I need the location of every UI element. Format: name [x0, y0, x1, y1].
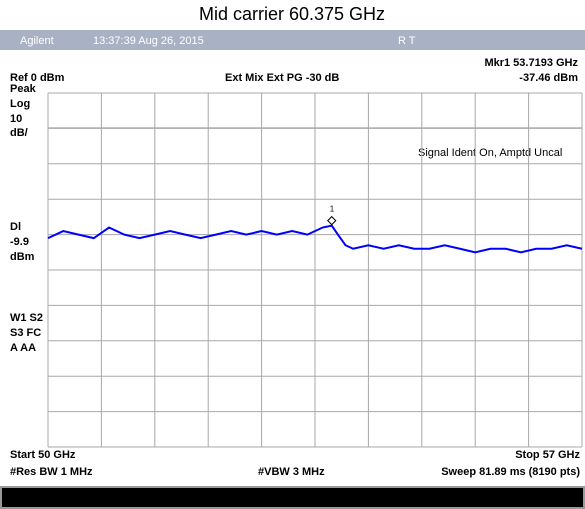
sweep: Sweep 81.89 ms (8190 pts): [441, 466, 580, 478]
side-label: Log: [10, 98, 30, 110]
vbw: #VBW 3 MHz: [258, 466, 325, 478]
side-label: dBm: [10, 251, 35, 263]
side-label: Dl: [10, 221, 21, 233]
mixer: Ext Mix Ext PG -30 dB: [225, 72, 339, 84]
side-label: S3 FC: [10, 327, 41, 339]
marker: [327, 215, 337, 226]
time: 13:37:39 Aug 26, 2015: [93, 35, 204, 47]
status-box: [0, 486, 585, 509]
side-label: 10: [10, 113, 22, 125]
side-label: W1 S2: [10, 312, 43, 324]
ref-level: Ref 0 dBm: [10, 72, 65, 84]
stop-freq: Stop 57 GHz: [515, 449, 580, 461]
title: Mid carrier 60.375 GHz: [199, 4, 385, 24]
side-label: -9.9: [10, 236, 29, 248]
signal-note: Signal Ident On, Amptd Uncal: [418, 147, 562, 159]
brand: Agilent: [20, 35, 54, 47]
start-freq: Start 50 GHz: [10, 449, 76, 461]
marker-freq: Mkr1 53.7193 GHz: [484, 57, 578, 69]
side-label: dB/: [10, 127, 28, 139]
marker-number: 1: [330, 205, 335, 214]
side-label: Peak: [10, 83, 37, 95]
side-label: A AA: [10, 342, 36, 354]
marker-level: -37.46 dBm: [519, 72, 578, 84]
trace: [47, 224, 583, 254]
rbw: #Res BW 1 MHz: [10, 466, 93, 478]
header-bar: [0, 30, 585, 50]
status: R T: [398, 35, 416, 47]
